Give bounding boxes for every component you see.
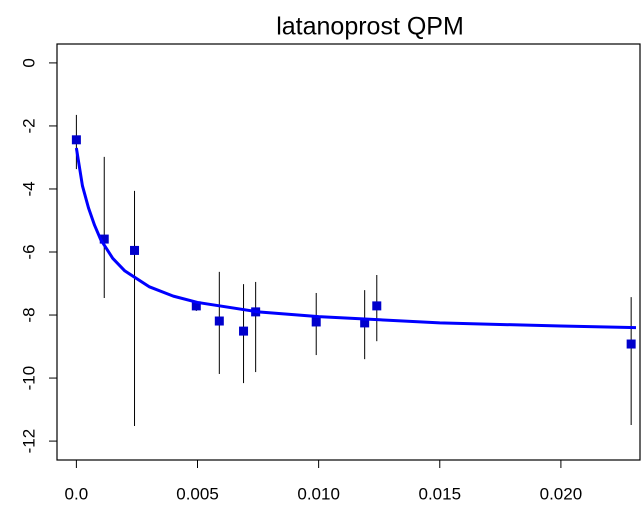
x-tick-label: 0.015: [418, 484, 461, 503]
point: [360, 318, 370, 328]
y-tick-label: -12: [19, 429, 38, 454]
x-tick-label: 0.005: [176, 484, 219, 503]
x-tick-label: 0.0: [65, 484, 89, 503]
y-tick-label: -4: [19, 181, 38, 196]
point: [626, 339, 636, 349]
x-tick-label: 0.020: [540, 484, 583, 503]
point: [71, 135, 81, 145]
point: [214, 316, 224, 326]
fit-curve: [74, 147, 637, 330]
point: [191, 301, 201, 311]
point: [99, 234, 109, 244]
x-tick-label: 0.010: [297, 484, 340, 503]
y-tick-label: -2: [19, 118, 38, 133]
point: [130, 245, 140, 255]
plot-frame: [56, 43, 641, 461]
y-tick-label: 0: [19, 58, 38, 67]
y-tick-label: -6: [19, 244, 38, 259]
y-tick-label: -10: [19, 366, 38, 391]
chart-title: latanoprost QPM: [276, 13, 464, 41]
point: [311, 317, 321, 327]
y-tick-label: -8: [19, 307, 38, 322]
point: [239, 326, 249, 336]
point: [372, 301, 382, 311]
